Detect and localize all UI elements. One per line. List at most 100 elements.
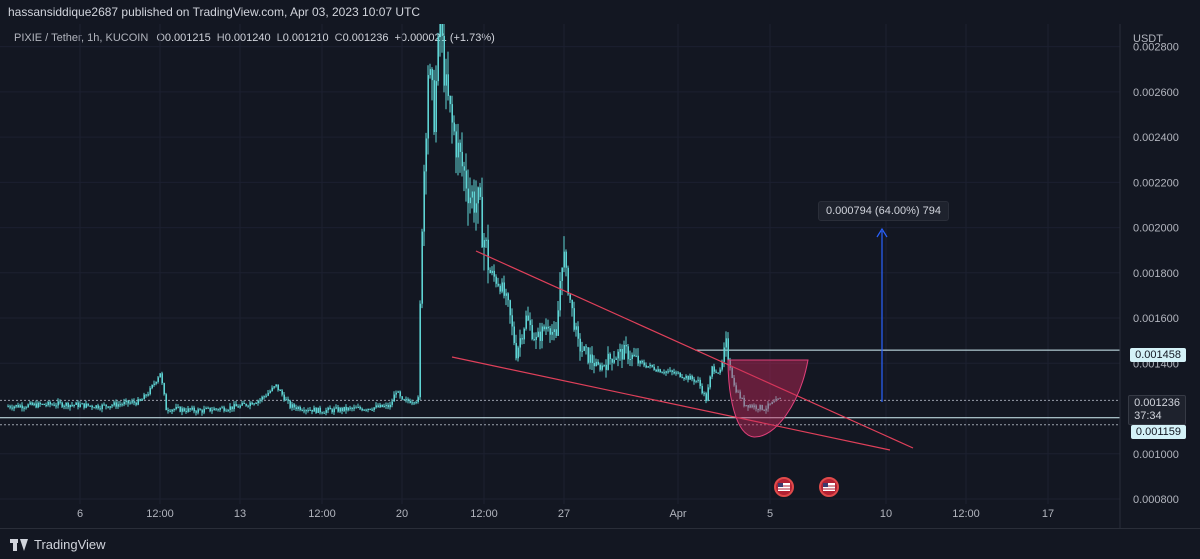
candle-body (89, 405, 91, 407)
candle-body (179, 406, 181, 412)
lower-trendline[interactable] (451, 356, 891, 451)
candle-body (585, 346, 587, 348)
candle-body (641, 360, 643, 363)
candle-body (547, 326, 549, 329)
candle-body (187, 408, 189, 412)
candle-body (403, 399, 405, 401)
candle-body (351, 407, 353, 409)
candle-body (241, 403, 243, 406)
candle-body (593, 362, 595, 367)
candle-body (543, 326, 545, 330)
candle-body (539, 331, 541, 341)
candle-body (569, 294, 571, 300)
candle-body (339, 407, 341, 412)
candle-body (7, 406, 9, 408)
price-tick-label: 0.001800 (1133, 268, 1179, 280)
candle-body (79, 404, 81, 407)
candle-body (383, 405, 385, 407)
candle-body (681, 376, 683, 378)
high-label: H (216, 32, 225, 44)
candle-body (515, 343, 517, 359)
candle-body (215, 408, 217, 410)
candle-body (261, 396, 263, 400)
candle-body (475, 203, 477, 213)
candle-body (763, 409, 765, 411)
candle-body (447, 74, 449, 96)
cup-pattern[interactable] (727, 359, 809, 438)
candle-body (733, 377, 735, 386)
candle-body (765, 408, 767, 411)
candle-body (661, 372, 663, 374)
open-value: 0.001215 (164, 32, 211, 44)
candle-body (705, 393, 707, 401)
us-flag-icon[interactable] (819, 477, 839, 497)
candle-body (231, 406, 233, 410)
candle-body (205, 408, 207, 410)
candle-body (439, 24, 441, 38)
candle-body (103, 404, 105, 406)
candle-body (693, 379, 695, 382)
candle-body (233, 404, 235, 410)
candle-body (457, 142, 459, 158)
candle-body (23, 407, 25, 409)
candle-body (83, 403, 85, 408)
candle-body (665, 371, 667, 373)
candle-body (87, 403, 89, 406)
candle-body (255, 403, 257, 405)
candle-body (301, 410, 303, 412)
symbol-label[interactable]: PIXIE / Tether, 1h, KUCOIN (14, 32, 149, 44)
candle-body (271, 387, 273, 392)
candle-body (55, 405, 57, 407)
candle-body (69, 404, 71, 408)
candle-body (483, 240, 485, 248)
time-tick-label: 17 (1042, 508, 1054, 520)
candle-body (327, 407, 329, 411)
candle-body (341, 407, 343, 411)
candle-body (731, 367, 733, 378)
candle-body (167, 410, 169, 412)
candle-body (655, 369, 657, 372)
candle-body (117, 404, 119, 407)
candle-body (497, 283, 499, 286)
candle-body (189, 408, 191, 410)
candle-body (605, 364, 607, 370)
candle-body (557, 310, 559, 336)
candle-body (521, 338, 523, 340)
candle-body (727, 338, 729, 361)
candle-body (195, 411, 197, 413)
candle-body (711, 366, 713, 377)
candle-body (425, 138, 427, 172)
candle-body (725, 338, 727, 348)
candle-body (431, 69, 433, 81)
candle-body (505, 293, 507, 296)
time-tick-label: 10 (880, 508, 892, 520)
candle-body (139, 399, 141, 401)
candle-body (669, 370, 671, 372)
candle-body (15, 405, 17, 407)
candle-body (67, 402, 69, 408)
candle-body (113, 402, 115, 406)
candle-body (363, 409, 365, 411)
candle-body (145, 394, 147, 396)
candle-body (25, 407, 27, 409)
candle-body (265, 395, 267, 397)
candle-body (745, 405, 747, 407)
us-flag-icon[interactable] (774, 477, 794, 497)
candle-body (779, 397, 781, 399)
candle-body (421, 231, 423, 304)
candle-body (31, 402, 33, 405)
candle-body (355, 407, 357, 409)
time-tick-label: 6 (77, 508, 83, 520)
candle-body (257, 400, 259, 404)
candle-body (9, 406, 11, 408)
candle-body (701, 386, 703, 394)
candle-body (637, 355, 639, 364)
candle-body (645, 365, 647, 368)
tradingview-logo[interactable]: TradingView (10, 537, 106, 552)
candle-body (481, 196, 483, 248)
upper-trendline[interactable] (475, 250, 914, 449)
candle-body (397, 391, 399, 393)
candle-body (689, 375, 691, 380)
candle-body (667, 371, 669, 373)
